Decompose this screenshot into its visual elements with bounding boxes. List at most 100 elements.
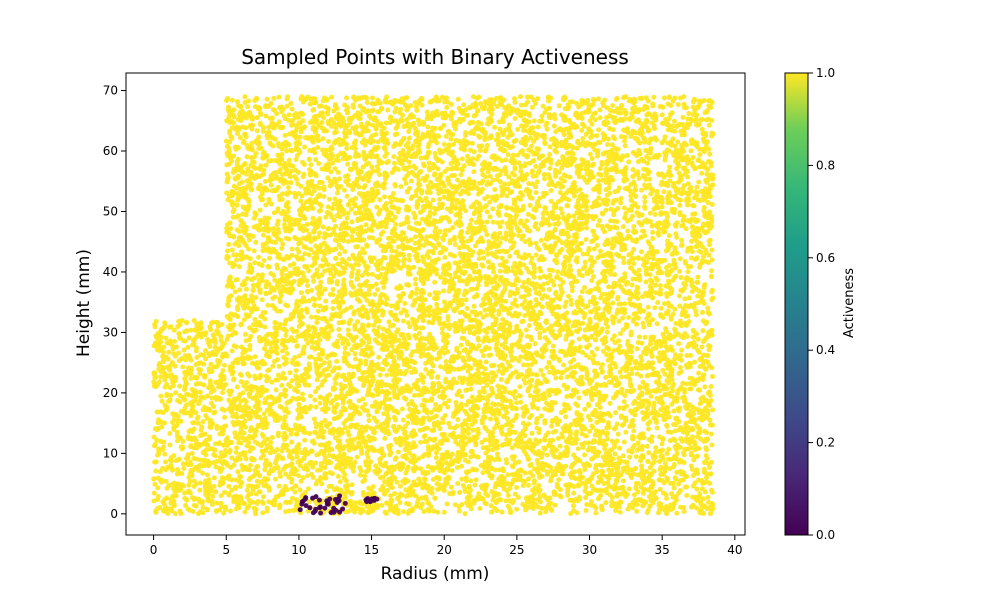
active-point	[242, 331, 248, 337]
active-point	[492, 187, 498, 193]
active-point	[667, 164, 673, 170]
active-point	[163, 478, 169, 484]
active-point	[634, 508, 640, 514]
active-point	[538, 237, 544, 243]
active-point	[173, 423, 179, 429]
active-point	[208, 320, 214, 326]
active-point	[211, 403, 217, 409]
active-point	[185, 455, 191, 461]
active-point	[419, 190, 425, 196]
active-point	[219, 475, 225, 481]
active-point	[471, 162, 477, 168]
active-point	[490, 401, 496, 407]
active-point	[237, 135, 243, 141]
active-point	[162, 371, 168, 377]
active-point	[152, 481, 158, 487]
active-point	[528, 413, 534, 419]
active-point	[665, 200, 671, 206]
active-point	[175, 397, 181, 403]
active-point	[152, 370, 158, 376]
active-point	[705, 305, 711, 311]
active-point	[180, 364, 186, 370]
active-point	[206, 461, 212, 467]
active-point	[175, 419, 181, 425]
active-point	[253, 511, 259, 517]
active-point	[198, 367, 204, 373]
active-point	[384, 372, 390, 378]
active-point	[244, 487, 250, 493]
active-point	[167, 324, 173, 330]
active-point	[582, 440, 588, 446]
active-point	[193, 496, 199, 502]
active-point	[463, 475, 469, 481]
active-point	[629, 282, 635, 288]
active-point	[507, 485, 513, 491]
active-point	[334, 358, 340, 364]
active-point	[342, 345, 348, 351]
active-point	[168, 458, 174, 464]
active-point	[437, 228, 443, 234]
active-point	[207, 446, 213, 452]
active-point	[671, 118, 677, 124]
active-point	[272, 294, 278, 300]
active-point	[633, 187, 639, 193]
active-point	[252, 354, 258, 360]
active-point	[398, 331, 404, 337]
active-point	[191, 338, 197, 344]
active-point	[151, 498, 157, 504]
active-point	[695, 434, 701, 440]
active-point	[443, 133, 449, 139]
active-point	[425, 124, 431, 130]
active-point	[334, 190, 340, 196]
active-point	[225, 248, 231, 254]
active-point	[187, 507, 193, 513]
active-point	[539, 505, 545, 511]
active-point	[215, 362, 221, 368]
active-point	[642, 199, 648, 205]
active-point	[205, 487, 211, 493]
active-point	[631, 428, 637, 434]
active-point	[217, 380, 223, 386]
active-point	[156, 417, 162, 423]
active-point	[195, 421, 201, 427]
active-point	[204, 472, 210, 478]
active-point	[462, 312, 468, 318]
active-point	[350, 102, 356, 108]
active-point	[573, 401, 579, 407]
active-point	[612, 451, 618, 457]
active-point	[602, 446, 608, 452]
active-point	[164, 382, 170, 388]
active-point	[153, 318, 159, 324]
active-point	[276, 363, 282, 369]
active-point	[152, 324, 158, 330]
active-point	[523, 507, 529, 513]
active-point	[446, 143, 452, 149]
active-point	[211, 410, 217, 416]
active-point	[556, 103, 562, 109]
active-point	[612, 189, 618, 195]
active-point	[162, 420, 168, 426]
active-point	[250, 287, 256, 293]
active-point	[418, 155, 424, 161]
active-point	[217, 346, 223, 352]
active-point	[294, 431, 300, 437]
active-point	[177, 383, 183, 389]
active-point	[681, 452, 687, 458]
active-point	[380, 265, 386, 271]
active-point	[636, 219, 642, 225]
active-point	[589, 397, 595, 403]
active-point	[220, 453, 226, 459]
active-point	[167, 431, 173, 437]
active-point	[678, 357, 684, 363]
active-point	[413, 220, 419, 226]
active-point	[180, 438, 186, 444]
active-point	[176, 331, 182, 337]
active-point	[163, 335, 169, 341]
active-point	[152, 459, 158, 465]
active-point	[158, 438, 164, 444]
active-point	[325, 262, 331, 268]
active-point	[705, 494, 711, 500]
active-point	[167, 442, 173, 448]
active-point	[250, 327, 256, 333]
active-point	[189, 365, 195, 371]
